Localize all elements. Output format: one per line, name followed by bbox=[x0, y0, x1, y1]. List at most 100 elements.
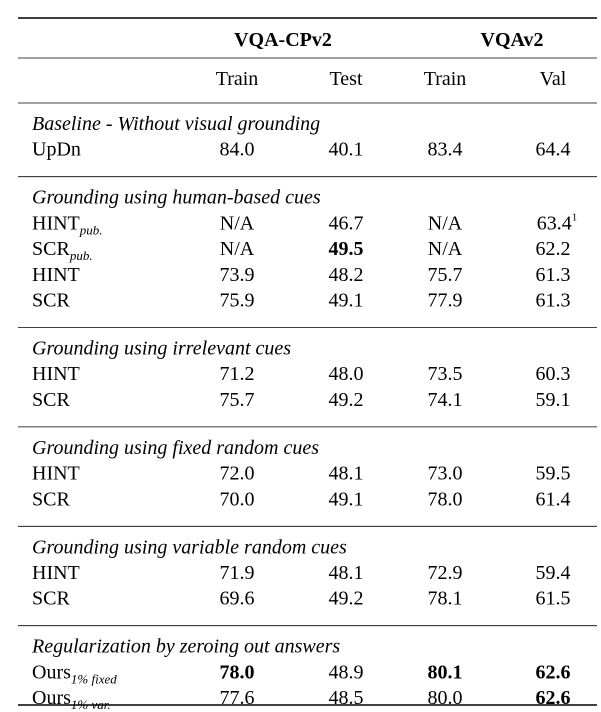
section-title: Grounding using human-based cues bbox=[32, 187, 321, 209]
cell: 77.9 bbox=[428, 290, 463, 312]
cell: 72.9 bbox=[428, 562, 463, 584]
group-header: VQAv2 bbox=[481, 29, 544, 51]
column-header: Test bbox=[329, 68, 362, 90]
cell-value: N/A bbox=[428, 238, 463, 260]
cell: 71.2 bbox=[220, 363, 255, 385]
cell-value: 49.5 bbox=[329, 238, 364, 260]
method-subscript: pub. bbox=[69, 248, 93, 263]
cell: 72.0 bbox=[220, 463, 255, 485]
cell-value: 48.9 bbox=[329, 661, 364, 683]
cell-value: 48.2 bbox=[329, 264, 364, 286]
cell-value: 78.0 bbox=[428, 488, 463, 510]
method: UpDn bbox=[32, 139, 81, 161]
cell-value: 59.4 bbox=[536, 562, 571, 584]
method: SCR bbox=[32, 488, 70, 510]
cell: N/A bbox=[220, 212, 255, 234]
cell-value: 77.6 bbox=[220, 687, 255, 709]
cell: 49.2 bbox=[329, 389, 364, 411]
method: HINT bbox=[32, 212, 80, 234]
cell-value: 78.1 bbox=[428, 588, 463, 610]
section-title: Grounding using variable random cues bbox=[32, 536, 347, 558]
cell: 69.6 bbox=[220, 588, 255, 610]
cell-value: 49.2 bbox=[329, 588, 364, 610]
cell: 77.6 bbox=[220, 687, 255, 709]
cell-value: 73.5 bbox=[428, 363, 463, 385]
cell: 78.0 bbox=[220, 661, 255, 683]
cell: 48.5 bbox=[329, 687, 364, 709]
cell: 60.3 bbox=[536, 363, 571, 385]
column-header: Val bbox=[540, 68, 567, 90]
cell: 48.1 bbox=[329, 562, 364, 584]
cell-value: 73.9 bbox=[220, 264, 255, 286]
method-name: SCRpub. bbox=[32, 238, 93, 263]
method-name: SCR bbox=[32, 389, 70, 411]
cell-value: 49.1 bbox=[329, 290, 364, 312]
method-name: HINT bbox=[32, 463, 80, 485]
cell-value: 59.5 bbox=[536, 463, 571, 485]
cell: N/A bbox=[220, 238, 255, 260]
cell-value: 70.0 bbox=[220, 488, 255, 510]
column-header: Train bbox=[424, 68, 467, 90]
cell: 84.0 bbox=[220, 139, 255, 161]
cell-value: 75.7 bbox=[220, 389, 255, 411]
cell: 48.2 bbox=[329, 264, 364, 286]
cell-value: 63.4 bbox=[537, 212, 572, 234]
cell-value: 75.7 bbox=[428, 264, 463, 286]
cell-value: 62.6 bbox=[536, 661, 571, 683]
method-name: HINTpub. bbox=[32, 212, 103, 237]
cell-value: 61.5 bbox=[536, 588, 571, 610]
cell: 73.0 bbox=[428, 463, 463, 485]
method-name: SCR bbox=[32, 588, 70, 610]
method: HINT bbox=[32, 363, 80, 385]
cell-value: 48.5 bbox=[329, 687, 364, 709]
cell-value: 61.3 bbox=[536, 264, 571, 286]
cell-value: 48.1 bbox=[329, 463, 364, 485]
cell: 46.7 bbox=[329, 212, 364, 234]
cell: 61.3 bbox=[536, 264, 571, 286]
cell-value: 72.9 bbox=[428, 562, 463, 584]
cell: 78.1 bbox=[428, 588, 463, 610]
section-title: Grounding using fixed random cues bbox=[32, 437, 319, 459]
method-subscript: 1% var. bbox=[71, 697, 111, 712]
method: SCR bbox=[32, 389, 70, 411]
method-name: SCR bbox=[32, 488, 70, 510]
method: SCR bbox=[32, 238, 70, 260]
method: SCR bbox=[32, 588, 70, 610]
method-name: Ours1% fixed bbox=[32, 661, 117, 686]
cell: 49.2 bbox=[329, 588, 364, 610]
cell: 61.4 bbox=[536, 488, 571, 510]
cell-value: 49.1 bbox=[329, 488, 364, 510]
cell-value: 61.4 bbox=[536, 488, 571, 510]
method: Ours bbox=[32, 687, 71, 709]
method: HINT bbox=[32, 562, 80, 584]
method-name: Ours1% var. bbox=[32, 687, 111, 712]
cell-value: 78.0 bbox=[220, 661, 255, 683]
cell-value: N/A bbox=[428, 212, 463, 234]
cell: 40.1 bbox=[329, 139, 364, 161]
cell-value: 49.2 bbox=[329, 389, 364, 411]
cell-value: 69.6 bbox=[220, 588, 255, 610]
cell-value: 40.1 bbox=[329, 139, 364, 161]
cell-value: 71.2 bbox=[220, 363, 255, 385]
cell: 63.41 bbox=[537, 211, 578, 234]
cell: 59.1 bbox=[536, 389, 571, 411]
cell: 48.1 bbox=[329, 463, 364, 485]
cell-value: 77.9 bbox=[428, 290, 463, 312]
cell: 75.9 bbox=[220, 290, 255, 312]
cell-value: 72.0 bbox=[220, 463, 255, 485]
cell: 62.6 bbox=[536, 661, 571, 683]
method: HINT bbox=[32, 463, 80, 485]
cell-value: 46.7 bbox=[329, 212, 364, 234]
cell: 62.6 bbox=[536, 687, 571, 709]
cell-value: N/A bbox=[220, 212, 255, 234]
cell: 83.4 bbox=[428, 139, 463, 161]
method-subscript: 1% fixed bbox=[71, 671, 117, 686]
cell: 64.4 bbox=[536, 139, 571, 161]
cell: 80.0 bbox=[428, 687, 463, 709]
footnote-mark: 1 bbox=[572, 211, 578, 223]
cell-value: 80.0 bbox=[428, 687, 463, 709]
cell: 73.9 bbox=[220, 264, 255, 286]
method-name: HINT bbox=[32, 264, 80, 286]
cell: 48.9 bbox=[329, 661, 364, 683]
